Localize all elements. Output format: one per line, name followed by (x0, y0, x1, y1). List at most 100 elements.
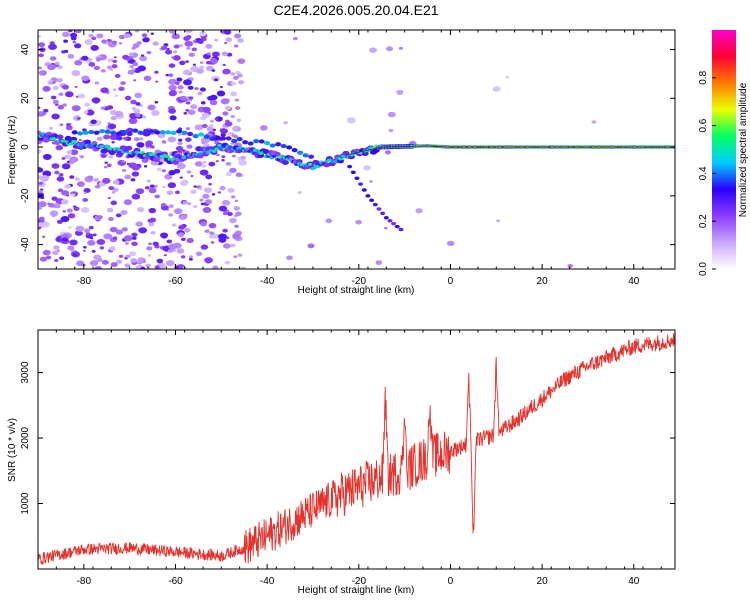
spectrogram-noise-cell (383, 226, 388, 230)
spectrogram-noise-cell (135, 113, 141, 118)
spectrogram-noise-cell (200, 202, 205, 206)
spectrogram-track-halo (64, 135, 72, 141)
spectrogram-noise-cell (198, 187, 203, 191)
spectrogram-noise-cell (237, 253, 243, 257)
spectrogram-noise-cell (51, 113, 60, 120)
spectrogram-noise-cell (169, 115, 177, 121)
spectrogram-noise-cell (144, 186, 150, 190)
spectrogram-noise-cell (166, 47, 170, 51)
spectrogram-noise-cell (178, 224, 186, 230)
spectrogram-noise-cell (88, 62, 96, 67)
spectrogram-noise-cell (78, 138, 82, 142)
spectrogram-noise-cell (100, 153, 107, 159)
spectrogram-noise-cell (119, 35, 124, 39)
spectrogram-noise-cell (180, 255, 186, 259)
spectrogram-noise-cell (179, 214, 187, 220)
spectrogram-noise-cell (62, 210, 67, 213)
spectrogram-noise-cell (192, 63, 196, 66)
spectrogram-noise-cell (200, 101, 206, 105)
spectrogram-upper-track-cell (291, 147, 298, 153)
spectrogram-noise-cell (135, 102, 141, 106)
spectrogram-noise-cell (168, 243, 178, 250)
spectrogram-noise-cell (68, 226, 72, 229)
spectrogram-upper-track-cell (253, 139, 260, 144)
spectrogram-noise-cell (109, 226, 118, 233)
spectrogram-noise-cell (234, 199, 239, 203)
spectrogram-noise-cell (100, 87, 109, 94)
spectrogram-noise-cell (233, 255, 238, 259)
spectrogram-noise-cell (182, 201, 188, 205)
spectrogram-noise-cell (236, 118, 242, 122)
spectrogram-noise-cell (141, 115, 147, 119)
spectrogram-noise-cell (141, 33, 148, 38)
spectrogram-noise-cell (232, 75, 239, 80)
spectrogram-noise-cell (41, 221, 50, 228)
spectrogram-noise-cell (237, 38, 244, 43)
spectrogram-noise-cell (108, 246, 116, 251)
spectrogram-noise-cell (346, 117, 356, 124)
spectrogram-track-halo (323, 162, 331, 168)
spectrogram-upper-track-cell (214, 135, 221, 141)
spectrogram-noise-cell (93, 177, 99, 182)
spectrogram-noise-cell (115, 135, 123, 141)
spectrogram-noise-cell (208, 222, 217, 229)
spectrogram-upper-track-cell (165, 130, 172, 135)
spectrogram-branch-cell (398, 227, 404, 232)
spectrogram-noise-cell (190, 175, 194, 178)
spectrogram-track-halo (273, 151, 281, 157)
spectrogram-noise-cell (74, 59, 83, 66)
spectrogram-noise-cell (178, 138, 183, 142)
spectrogram-noise-cell (74, 177, 80, 181)
figure-title: C2E4.2026.005.20.04.E21 (273, 2, 438, 18)
spectrogram-noise-cell (211, 233, 220, 239)
spectrogram-track-halo (83, 139, 91, 145)
spectrogram-noise-cell (42, 153, 52, 161)
colorbar-tick-label: 0.6 (698, 118, 709, 132)
spectrogram-noise-cell (188, 96, 194, 100)
colorbar-tick-label: 0.2 (698, 214, 709, 228)
spectrogram-noise-cell (67, 213, 76, 219)
spectrogram-noise-cell (197, 39, 204, 45)
spectrogram-noise-cell (189, 255, 193, 259)
spectrogram-noise-cell (190, 104, 198, 110)
spectrogram-noise-cell (215, 160, 219, 163)
spectrogram-noise-cell (197, 91, 203, 96)
spectrogram-branch-cell (372, 202, 378, 207)
spectrogram-noise-cell (147, 218, 154, 223)
spectrogram-noise-cell (61, 234, 66, 237)
spectrogram-noise-cell (88, 33, 94, 38)
spectrogram-noise-cell (126, 127, 134, 134)
spectrogram-noise-cell (76, 117, 81, 120)
spectrogram-noise-cell (67, 245, 75, 251)
spectrogram-noise-cell (100, 106, 106, 110)
spectrogram-noise-cell (154, 100, 159, 104)
spectrogram-noise-cell (133, 137, 140, 142)
spectrogram-noise-cell (94, 81, 100, 85)
spectrogram-noise-cell (76, 181, 85, 187)
spectrogram-noise-cell (38, 222, 44, 226)
spectrogram-noise-cell (179, 60, 186, 66)
spectrogram-noise-cell (110, 262, 118, 268)
spectrogram-noise-cell (83, 245, 87, 249)
spectrogram-noise-cell (130, 258, 137, 263)
spectrogram-noise-cell (203, 187, 213, 194)
spectrogram-noise-cell (65, 125, 73, 131)
spectrogram-noise-cell (201, 164, 207, 168)
spectrogram-noise-cell (61, 157, 66, 160)
spectrogram-noise-cell (54, 170, 60, 175)
spectrogram-noise-cell (143, 75, 152, 82)
spectrogram-noise-cell (205, 60, 212, 65)
spectrogram-upper-track-cell (99, 129, 106, 134)
spectrogram-y-tick-label: 40 (20, 44, 31, 56)
spectrogram-noise-cell (222, 63, 226, 67)
spectrogram-noise-cell (220, 98, 230, 105)
spectrogram-track-halo (125, 145, 133, 151)
spectrogram-noise-cell (131, 241, 138, 247)
spectrogram-noise-cell (567, 264, 573, 268)
spectrogram-track-cell (255, 149, 261, 153)
spectrogram-noise-cell (38, 35, 42, 38)
spectrogram-noise-cell (199, 169, 209, 176)
spectrogram-noise-cell (224, 106, 231, 111)
spectrogram-noise-cell (396, 89, 404, 95)
spectrogram-noise-cell (89, 236, 94, 240)
